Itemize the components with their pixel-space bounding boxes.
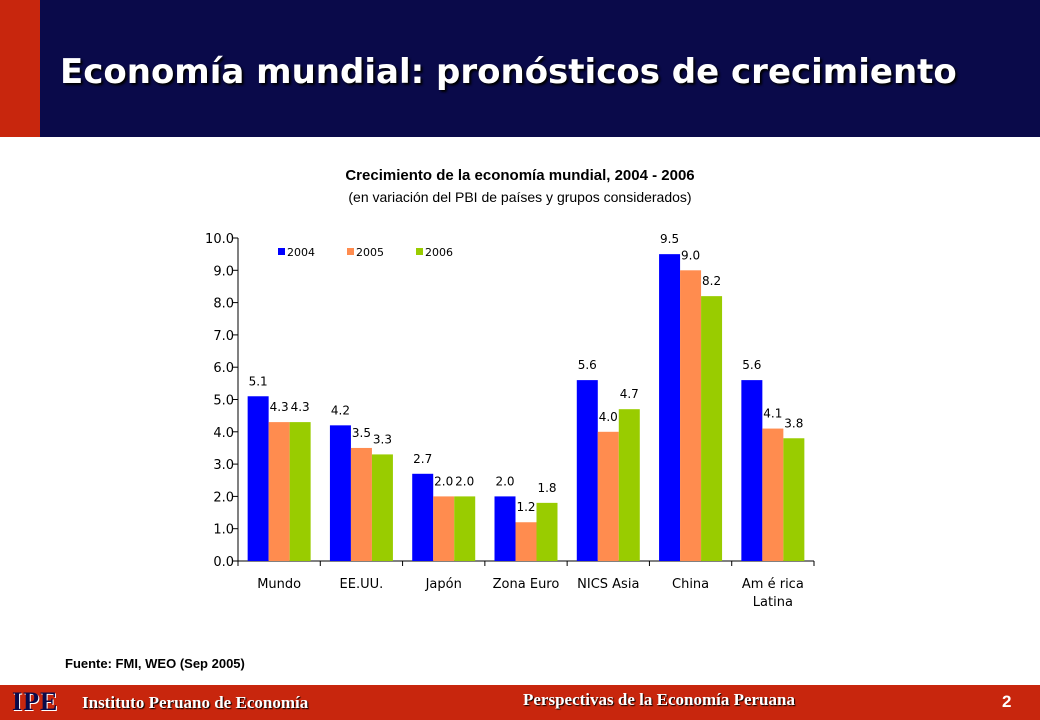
data-label: 5.1 bbox=[249, 374, 268, 388]
bar-2005 bbox=[433, 496, 455, 561]
data-label: 4.2 bbox=[331, 403, 350, 417]
y-tick-label: 9.0 bbox=[213, 264, 234, 279]
bar-2004 bbox=[659, 254, 681, 561]
ipe-logo: IPE bbox=[12, 687, 59, 716]
data-label: 4.3 bbox=[270, 400, 289, 414]
bar-2006 bbox=[701, 296, 723, 561]
data-label: 2.0 bbox=[434, 474, 453, 488]
y-tick-label: 8.0 bbox=[213, 297, 234, 312]
data-label: 4.7 bbox=[620, 387, 639, 401]
slide-footer: IPE Instituto Peruano de Economía Perspe… bbox=[0, 685, 1040, 720]
y-tick-label: 2.0 bbox=[213, 490, 234, 505]
bar-2006 bbox=[618, 409, 640, 561]
data-label: 3.5 bbox=[352, 426, 371, 440]
y-tick-label: 1.0 bbox=[213, 523, 234, 538]
data-label: 4.3 bbox=[291, 400, 310, 414]
legend-swatch-2005 bbox=[347, 248, 354, 255]
y-tick-label: 4.0 bbox=[213, 426, 234, 441]
legend-label-2006: 2006 bbox=[425, 246, 453, 259]
data-label: 1.2 bbox=[516, 500, 535, 514]
bar-2004 bbox=[576, 380, 598, 561]
x-category-label: Latina bbox=[753, 595, 793, 610]
bar-2006 bbox=[454, 496, 476, 561]
footer-institution: Instituto Peruano de Economía bbox=[82, 693, 309, 712]
source-note: Fuente: FMI, WEO (Sep 2005) bbox=[65, 656, 245, 671]
bar-2005 bbox=[680, 270, 702, 561]
y-tick-label: 6.0 bbox=[213, 361, 234, 376]
data-label: 5.6 bbox=[742, 358, 761, 372]
chart-subtitle: (en variación del PBI de países y grupos… bbox=[348, 189, 692, 205]
data-label: 3.3 bbox=[373, 432, 392, 446]
slide-title: Economía mundial: pronósticos de crecimi… bbox=[60, 52, 957, 92]
y-tick-label: 3.0 bbox=[213, 458, 234, 473]
data-label: 5.6 bbox=[578, 358, 597, 372]
slide-header: Economía mundial: pronósticos de crecimi… bbox=[0, 0, 1040, 137]
bar-2006 bbox=[289, 422, 311, 561]
data-label: 1.8 bbox=[537, 481, 556, 495]
legend-label-2004: 2004 bbox=[287, 246, 315, 259]
data-label: 9.5 bbox=[660, 232, 679, 246]
data-label: 4.0 bbox=[599, 410, 618, 424]
bar-2005 bbox=[268, 422, 290, 561]
y-tick-label: 5.0 bbox=[213, 394, 234, 409]
page-number: 2 bbox=[1002, 692, 1012, 711]
legend-swatch-2006 bbox=[416, 248, 423, 255]
legend-swatch-2004 bbox=[278, 248, 285, 255]
x-category-label: NICS Asia bbox=[577, 577, 639, 592]
bar-2005 bbox=[515, 522, 537, 561]
y-tick-label: 10.0 bbox=[205, 232, 234, 247]
x-category-label: EE.UU. bbox=[340, 577, 384, 592]
bar-2006 bbox=[371, 454, 393, 561]
data-label: 2.7 bbox=[413, 452, 432, 466]
x-category-label: China bbox=[672, 577, 709, 592]
footer-presentation-title: Perspectivas de la Economía Peruana bbox=[523, 690, 795, 709]
data-label: 8.2 bbox=[702, 274, 721, 288]
x-category-label: Japón bbox=[425, 577, 462, 592]
bar-2005 bbox=[597, 431, 619, 561]
x-category-label: Zona Euro bbox=[493, 577, 560, 592]
bar-2004 bbox=[494, 496, 516, 561]
x-category-label: Am é rica bbox=[742, 577, 804, 592]
bar-2005 bbox=[762, 428, 784, 561]
bar-2004 bbox=[412, 473, 434, 561]
bar-2004 bbox=[329, 425, 351, 561]
bar-2005 bbox=[350, 447, 372, 561]
bar-2004 bbox=[741, 380, 763, 561]
bar-2006 bbox=[536, 502, 558, 561]
data-label: 2.0 bbox=[495, 474, 514, 488]
y-tick-label: 7.0 bbox=[213, 329, 234, 344]
x-category-label: Mundo bbox=[257, 577, 301, 592]
header-accent-bar bbox=[0, 0, 40, 137]
bar-2004 bbox=[247, 396, 269, 561]
data-label: 9.0 bbox=[681, 248, 700, 262]
data-label: 3.8 bbox=[784, 416, 803, 430]
chart-title: Crecimiento de la economía mundial, 2004… bbox=[345, 167, 695, 184]
y-tick-label: 0.0 bbox=[213, 555, 234, 570]
bar-2006 bbox=[783, 438, 805, 561]
data-label: 4.1 bbox=[763, 407, 782, 421]
legend-label-2005: 2005 bbox=[356, 246, 384, 259]
data-label: 2.0 bbox=[455, 474, 474, 488]
